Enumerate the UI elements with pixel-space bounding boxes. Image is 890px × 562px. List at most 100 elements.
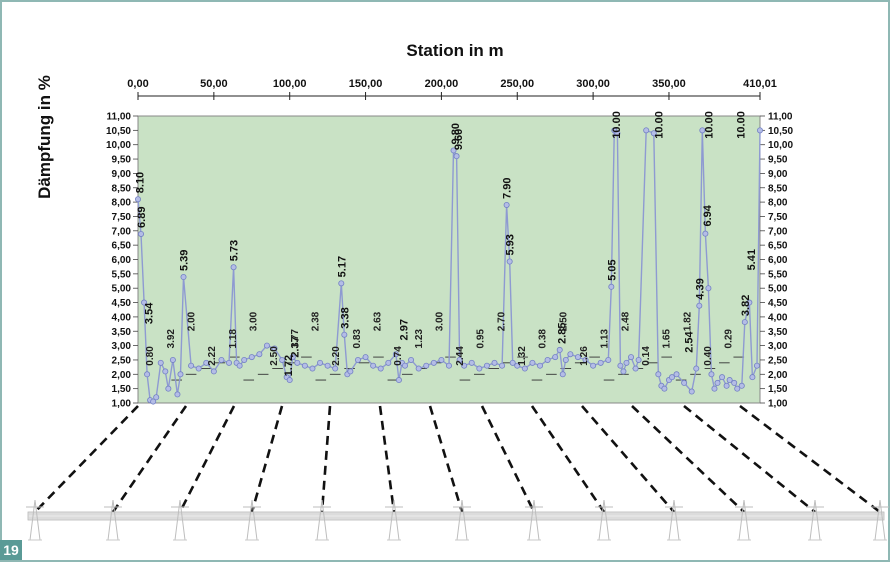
data-point <box>141 299 148 306</box>
data-point <box>468 359 475 366</box>
data-point <box>370 362 377 369</box>
projection-dashes <box>34 404 881 514</box>
data-label: 5.41 <box>746 249 758 270</box>
data-point <box>562 356 569 363</box>
data-point <box>392 351 399 358</box>
clutter-label: 1.32 <box>517 346 528 366</box>
data-point <box>401 362 408 369</box>
data-point <box>544 356 551 363</box>
data-point <box>162 368 169 375</box>
clutter-label: 1.18 <box>228 329 239 349</box>
clutter-label: 0.38 <box>538 329 549 349</box>
projection-dash <box>378 405 396 513</box>
y-tick-label: 1,00 <box>112 399 132 410</box>
data-point <box>731 379 738 386</box>
data-point <box>491 359 498 366</box>
y-tick-label-right: 1,00 <box>768 399 788 410</box>
data-point <box>150 398 157 405</box>
clutter-label: 2.00 <box>186 311 197 331</box>
data-point <box>590 362 597 369</box>
y-tick-label-right: 4,50 <box>768 298 788 309</box>
data-label: 10.00 <box>653 111 665 139</box>
y-tick-label: 8,00 <box>112 198 132 209</box>
data-label: 10.00 <box>703 111 715 139</box>
y-tick-label: 10,50 <box>106 126 131 137</box>
tower <box>665 499 683 541</box>
tower <box>735 499 753 541</box>
data-point <box>681 379 688 386</box>
data-point <box>552 354 559 361</box>
tower <box>313 499 331 541</box>
data-point <box>408 356 415 363</box>
data-label: 2.97 <box>398 319 410 340</box>
projection-dash <box>683 404 816 514</box>
data-point <box>688 388 695 395</box>
data-label: 2.85 <box>556 322 568 343</box>
x-tick-label: 250,00 <box>500 78 534 90</box>
data-point <box>332 365 339 372</box>
data-point <box>230 264 237 271</box>
data-point <box>338 280 345 287</box>
clutter-label: 0.29 <box>724 329 735 349</box>
data-point <box>438 356 445 363</box>
data-point <box>537 362 544 369</box>
y-tick-label-right: 1,50 <box>768 384 788 395</box>
data-point <box>377 365 384 372</box>
data-point <box>556 346 563 353</box>
data-point <box>476 365 483 372</box>
data-point <box>180 274 187 281</box>
data-label: 3.82 <box>740 295 752 316</box>
figure-number-badge: 19 <box>0 540 22 560</box>
y-tick-label-right: 9,00 <box>768 169 788 180</box>
data-label: 6.89 <box>136 207 148 228</box>
clutter-label: 3.92 <box>166 329 177 349</box>
data-point <box>655 371 662 378</box>
data-point <box>738 382 745 389</box>
data-point <box>461 362 468 369</box>
data-point <box>241 356 248 363</box>
data-label: 3.38 <box>339 307 351 328</box>
data-point <box>144 371 151 378</box>
data-label: 9.60 <box>453 129 465 150</box>
y-tick-label-right: 6,50 <box>768 241 788 252</box>
y-tick-label-right: 5,00 <box>768 284 788 295</box>
y-tick-label-right: 9,50 <box>768 155 788 166</box>
y-tick-label: 3,00 <box>112 341 132 352</box>
clutter-label: 1.26 <box>579 346 590 366</box>
data-point <box>309 365 316 372</box>
clutter-label: 2.44 <box>455 346 466 366</box>
data-point <box>385 359 392 366</box>
y-tick-label: 9,50 <box>112 155 132 166</box>
projection-dash <box>428 405 464 513</box>
y-tick-label: 1,50 <box>112 384 132 395</box>
data-point <box>138 230 145 237</box>
data-point <box>756 127 763 134</box>
tower <box>453 499 471 541</box>
data-point <box>723 382 730 389</box>
data-point <box>263 342 270 349</box>
y-tick-label-right: 2,50 <box>768 355 788 366</box>
clutter-label: 0.14 <box>641 346 652 366</box>
data-point <box>450 147 457 154</box>
y-tick-label: 10,00 <box>106 140 131 151</box>
x-tick-label: 300,00 <box>576 78 610 90</box>
tower <box>385 499 403 541</box>
y-axis-right: 1,00 1,50 2,00 2,50 3,00 3,50 4,00 4,50 5,00 5,50… <box>760 112 793 410</box>
x-axis-title: Station in m <box>406 41 503 60</box>
data-point <box>362 354 369 361</box>
data-point <box>188 362 195 369</box>
data-label: 3.54 <box>144 302 156 324</box>
data-point <box>483 362 490 369</box>
data-point <box>673 371 680 378</box>
y-tick-label-right: 11,00 <box>768 112 793 123</box>
clutter-label: 3.00 <box>434 311 445 331</box>
y-tick-label: 5,00 <box>112 284 132 295</box>
y-tick-label: 9,00 <box>112 169 132 180</box>
y-tick-label-right: 8,00 <box>768 198 788 209</box>
data-point <box>696 302 703 309</box>
projection-dash <box>111 405 188 513</box>
data-point <box>702 230 709 237</box>
data-point <box>324 362 331 369</box>
data-point <box>165 385 172 392</box>
